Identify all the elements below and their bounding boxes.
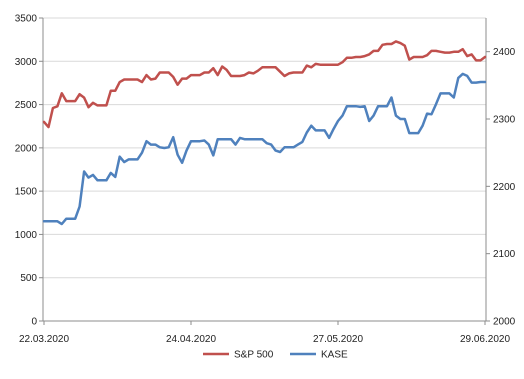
legend-label: S&P 500 [234, 350, 274, 361]
y-left-tick-label: 3000 [15, 57, 38, 68]
y-right-tick-label: 2300 [493, 115, 516, 126]
x-tick-label: 27.05.2020 [313, 334, 363, 345]
x-tick-label: 22.03.2020 [19, 334, 69, 345]
axes: 0 500 1000 1500 2000 2500 3000 3500 2000 2100 2200… [15, 14, 516, 346]
series-line-kase [42, 72, 487, 226]
y-left-tick-label: 1500 [15, 187, 38, 198]
series-line-sp500 [42, 40, 487, 129]
x-tick-label: 29.06.2020 [460, 334, 510, 345]
series-lines [42, 40, 487, 226]
y-left-tick-label: 1000 [15, 230, 38, 241]
y-left-tick-label: 2500 [15, 100, 38, 111]
y-right-tick-label: 2400 [493, 47, 516, 58]
y-left-tick-label: 3500 [15, 14, 38, 25]
y-right-tick-label: 2000 [493, 317, 516, 328]
y-right-tick-label: 2200 [493, 182, 516, 193]
x-tick-label: 24.04.2020 [166, 334, 216, 345]
y-left-tick-label: 0 [31, 317, 37, 328]
y-right-tick-label: 2100 [493, 249, 516, 260]
gridlines [43, 17, 486, 322]
y-left-tick-label: 500 [20, 273, 37, 284]
y-left-tick-label: 2000 [15, 143, 38, 154]
legend-label: KASE [321, 350, 348, 361]
legend: S&P 500 KASE [203, 350, 348, 361]
